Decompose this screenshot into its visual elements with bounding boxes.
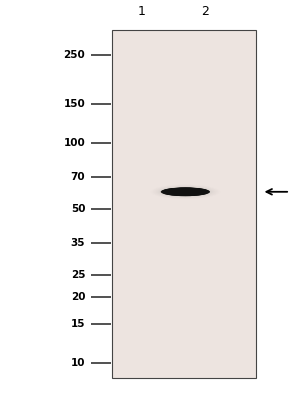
Ellipse shape [164,188,207,196]
Ellipse shape [173,190,198,194]
Ellipse shape [167,188,204,195]
Ellipse shape [165,188,206,196]
Ellipse shape [172,189,199,194]
Ellipse shape [170,189,200,194]
Text: 100: 100 [63,138,85,148]
Ellipse shape [163,188,208,196]
Text: 35: 35 [71,238,85,248]
Ellipse shape [170,189,201,194]
Ellipse shape [165,188,205,195]
Text: 70: 70 [71,172,85,182]
Text: 20: 20 [71,292,85,302]
Text: 150: 150 [63,99,85,109]
Text: 15: 15 [71,319,85,329]
Ellipse shape [166,188,205,195]
Ellipse shape [172,190,199,194]
Text: 10: 10 [71,358,85,368]
Ellipse shape [168,189,202,195]
Text: 250: 250 [63,50,85,60]
Ellipse shape [161,187,210,196]
Text: 2: 2 [201,5,209,18]
Ellipse shape [168,189,203,195]
Ellipse shape [173,190,197,194]
Ellipse shape [171,189,200,194]
Ellipse shape [169,189,202,195]
Text: 1: 1 [138,5,146,18]
Text: 50: 50 [71,204,85,214]
Ellipse shape [162,188,208,196]
Ellipse shape [162,188,209,196]
Ellipse shape [161,188,210,196]
Bar [112,30,256,378]
Ellipse shape [169,189,202,195]
Text: 25: 25 [71,270,85,280]
Ellipse shape [164,188,207,196]
Ellipse shape [167,188,204,195]
